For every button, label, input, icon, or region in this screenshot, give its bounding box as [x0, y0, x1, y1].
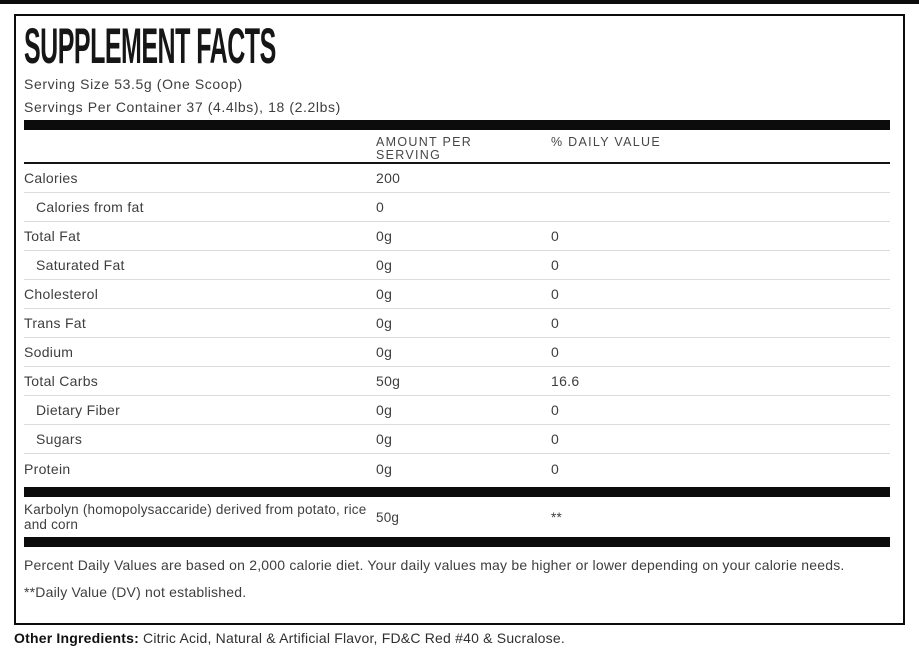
nutrient-daily-value: 0 [551, 228, 560, 244]
header-cell-daily-value: % DAILY VALUE [551, 136, 890, 149]
thick-divider-bar-top [24, 120, 890, 130]
table-header-row: AMOUNT PER SERVING % DAILY VALUE [24, 130, 890, 164]
footnote-daily-values: Percent Daily Values are based on 2,000 … [24, 557, 845, 573]
table-row-sodium: Sodium 0g 0 [24, 338, 890, 367]
nutrient-amount: 0g [376, 257, 393, 273]
nutrient-name: Protein [24, 460, 71, 477]
top-divider-rule [0, 0, 919, 4]
nutrient-name: Total Carbs [24, 373, 99, 389]
table-row-cholesterol: Cholesterol 0g 0 [24, 280, 890, 309]
nutrient-amount: 0g [376, 315, 393, 331]
table-row-total-fat: Total Fat 0g 0 [24, 222, 890, 251]
thick-divider-bar-bottom [24, 537, 890, 547]
nutrient-daily-value: 16.6 [551, 373, 580, 389]
nutrient-name: Dietary Fiber [36, 402, 121, 418]
other-ingredients-text: Citric Acid, Natural & Artificial Flavor… [138, 630, 565, 646]
other-ingredients-label: Other Ingredients: [14, 630, 139, 646]
ingredient-name: Karbolyn (homopolysaccaride) derived fro… [24, 502, 367, 532]
nutrient-amount: 0g [376, 344, 393, 360]
nutrient-daily-value: 0 [551, 257, 560, 273]
ingredient-amount: 50g [376, 509, 400, 525]
nutrient-name: Sodium [24, 344, 74, 360]
supplement-facts-panel: SUPPLEMENT FACTS Serving Size 53.5g (One… [14, 14, 905, 625]
nutrient-name: Calories [24, 170, 78, 186]
nutrient-name: Cholesterol [24, 286, 99, 302]
nutrient-daily-value: 0 [551, 402, 560, 418]
table-row-karbolyn: Karbolyn (homopolysaccaride) derived fro… [24, 497, 890, 537]
other-ingredients-line: Other Ingredients: Citric Acid, Natural … [14, 630, 565, 646]
table-row-saturated-fat: Saturated Fat 0g 0 [24, 251, 890, 280]
nutrient-daily-value: 0 [551, 286, 560, 302]
column-header-amount-per-serving: AMOUNT PER SERVING [376, 135, 473, 162]
nutrient-daily-value: 0 [551, 315, 560, 331]
table-row-calories: Calories 200 [24, 164, 890, 193]
nutrient-amount: 0g [376, 431, 393, 447]
table-row-dietary-fiber: Dietary Fiber 0g 0 [24, 396, 890, 425]
ingredient-daily-value: ** [551, 509, 562, 525]
header-cell-amount: AMOUNT PER SERVING [376, 136, 551, 162]
table-row-protein: Protein 0g 0 [24, 454, 890, 483]
table-row-calories-from-fat: Calories from fat 0 [24, 193, 890, 222]
nutrient-amount: 50g [376, 373, 401, 389]
table-row-trans-fat: Trans Fat 0g 0 [24, 309, 890, 338]
nutrient-name: Trans Fat [24, 315, 87, 331]
nutrient-daily-value: 0 [551, 344, 560, 360]
nutrient-amount: 0g [376, 228, 393, 244]
nutrient-amount: 0g [376, 460, 393, 477]
column-header-daily-value: % DAILY VALUE [551, 135, 661, 149]
table-row-sugars: Sugars 0g 0 [24, 425, 890, 454]
nutrient-name: Calories from fat [36, 199, 144, 215]
footnote-dv-not-established: **Daily Value (DV) not established. [24, 584, 247, 600]
serving-size-line: Serving Size 53.5g (One Scoop) [24, 76, 243, 92]
nutrient-amount: 200 [376, 170, 401, 186]
nutrient-amount: 0 [376, 199, 385, 215]
servings-per-container-line: Servings Per Container 37 (4.4lbs), 18 (… [24, 99, 341, 115]
nutrient-amount: 0g [376, 286, 393, 302]
nutrient-amount: 0g [376, 402, 393, 418]
nutrient-daily-value: 0 [551, 460, 560, 477]
panel-title: SUPPLEMENT FACTS [24, 18, 276, 74]
thick-divider-bar-middle [24, 487, 890, 497]
nutrient-daily-value: 0 [551, 431, 560, 447]
nutrient-name: Saturated Fat [36, 257, 125, 273]
nutrient-name: Sugars [36, 431, 83, 447]
table-row-total-carbs: Total Carbs 50g 16.6 [24, 367, 890, 396]
nutrient-name: Total Fat [24, 228, 81, 244]
